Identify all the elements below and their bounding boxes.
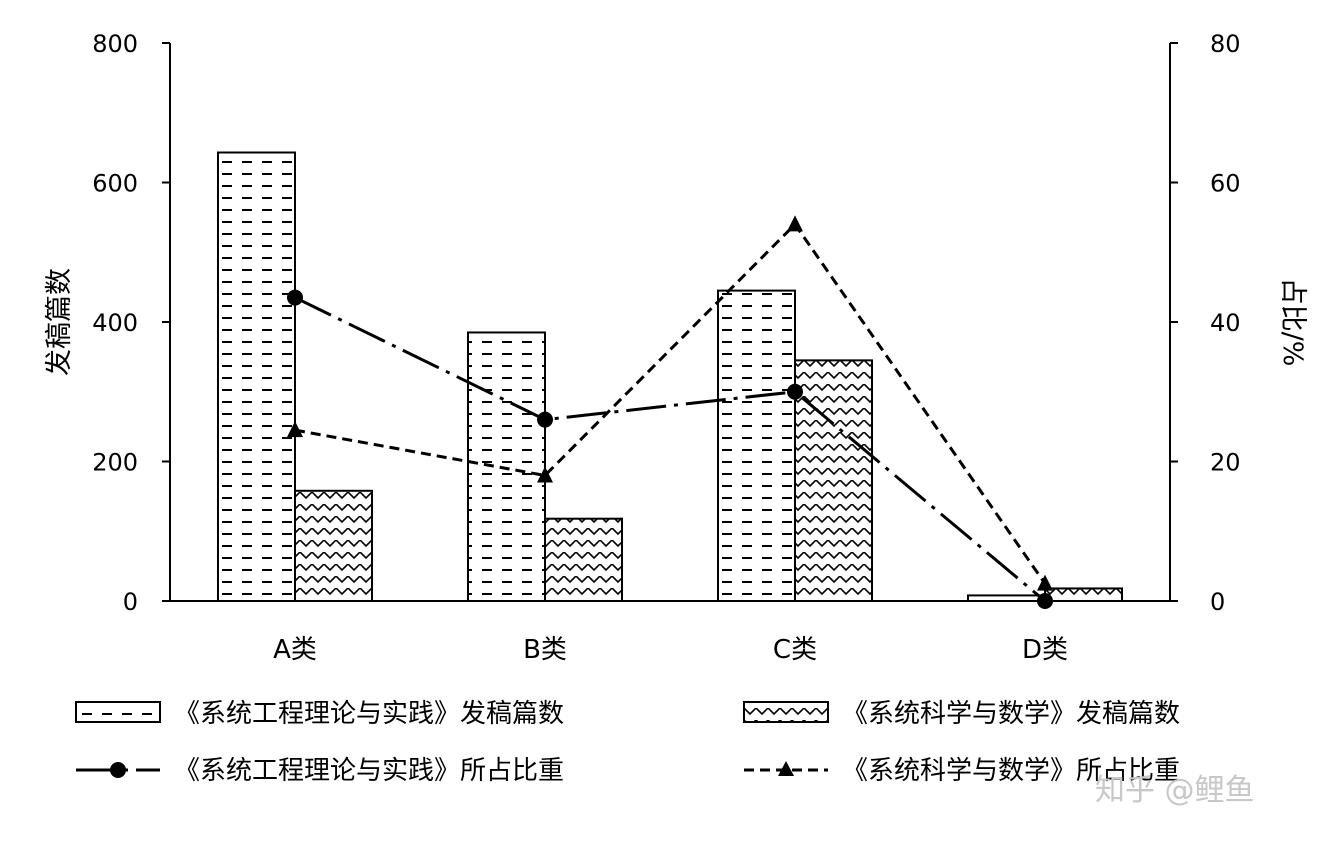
lines (287, 215, 1053, 609)
point-triangle (537, 466, 553, 483)
watermark: 知乎 @鲤鱼 (1095, 773, 1255, 808)
line-series-1 (294, 296, 1046, 603)
bar-series-2 (794, 359, 873, 602)
y2-tick-label: 60 (1210, 170, 1241, 198)
bar-series-1 (967, 594, 1046, 602)
y-tick-label: 200 (92, 449, 138, 477)
line-series-2 (294, 222, 1047, 585)
bar-series-2 (1044, 587, 1123, 603)
x-tick-label: A类 (273, 635, 317, 665)
legend-swatch-bar-1 (75, 701, 161, 723)
bar-series-1 (217, 151, 296, 602)
axes: 0 200 400 600 800 0 20 40 60 80 A类 B类 C类 D类 (92, 30, 1240, 665)
legend-marker-triangle (778, 761, 794, 776)
legend: 《系统工程理论与实践》发稿篇数 《系统科学与数学》发稿篇数 《系统工程理论与实践… (75, 699, 1180, 786)
legend-swatch-bar-2 (743, 701, 829, 723)
y2-tick-label: 80 (1210, 30, 1241, 58)
bar-series-1 (717, 289, 796, 602)
legend-label-bar-2: 《系统科学与数学》发稿篇数 (842, 699, 1180, 729)
point-circle (287, 289, 303, 306)
y2-tick-label: 20 (1210, 449, 1241, 477)
bar-series-2 (544, 517, 623, 603)
y2-axis-title: 占比/% (1277, 278, 1308, 367)
y-tick-label: 800 (92, 30, 138, 58)
y-tick-label: 600 (92, 170, 138, 198)
point-triangle (1037, 574, 1053, 591)
y-tick-label: 400 (92, 309, 138, 337)
x-tick-label: C类 (773, 635, 817, 665)
point-triangle (287, 421, 303, 438)
legend-label-line-1: 《系统工程理论与实践》所占比重 (174, 756, 564, 786)
point-circle (537, 411, 553, 428)
point-circle (1037, 593, 1053, 609)
y2-tick-label: 0 (1210, 588, 1225, 616)
point-triangle (787, 215, 803, 232)
legend-label-bar-1: 《系统工程理论与实践》发稿篇数 (174, 699, 564, 729)
bar-series-2 (294, 489, 373, 603)
y-tick-label: 0 (123, 588, 138, 616)
bar-series-1 (467, 331, 546, 602)
x-tick-label: B类 (523, 635, 567, 665)
bars (217, 151, 1123, 603)
legend-label-line-2: 《系统科学与数学》所占比重 (842, 756, 1180, 786)
y2-tick-label: 40 (1210, 309, 1241, 337)
x-tick-label: D类 (1022, 635, 1068, 665)
point-circle (787, 383, 803, 400)
y-axis-title: 发稿篇数 (44, 268, 75, 376)
legend-marker-circle (110, 762, 126, 778)
